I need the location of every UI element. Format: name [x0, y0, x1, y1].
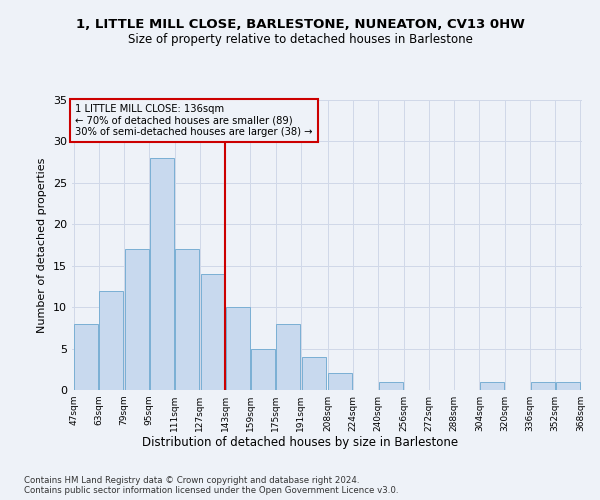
Bar [175, 249, 199, 390]
Bar [328, 374, 352, 390]
Bar [277, 324, 301, 390]
Bar [74, 324, 98, 390]
Bar [226, 307, 250, 390]
Bar [530, 382, 554, 390]
Bar [556, 382, 580, 390]
Bar [125, 249, 149, 390]
Bar [150, 158, 174, 390]
Text: Distribution of detached houses by size in Barlestone: Distribution of detached houses by size … [142, 436, 458, 449]
Bar [200, 274, 224, 390]
Text: Size of property relative to detached houses in Barlestone: Size of property relative to detached ho… [128, 32, 472, 46]
Bar [100, 290, 124, 390]
Text: 1 LITTLE MILL CLOSE: 136sqm
← 70% of detached houses are smaller (89)
30% of sem: 1 LITTLE MILL CLOSE: 136sqm ← 70% of det… [75, 104, 313, 138]
Bar [251, 348, 275, 390]
Bar [480, 382, 504, 390]
Bar [302, 357, 326, 390]
Y-axis label: Number of detached properties: Number of detached properties [37, 158, 47, 332]
Text: 1, LITTLE MILL CLOSE, BARLESTONE, NUNEATON, CV13 0HW: 1, LITTLE MILL CLOSE, BARLESTONE, NUNEAT… [76, 18, 524, 30]
Text: Contains HM Land Registry data © Crown copyright and database right 2024.
Contai: Contains HM Land Registry data © Crown c… [24, 476, 398, 495]
Bar [379, 382, 403, 390]
